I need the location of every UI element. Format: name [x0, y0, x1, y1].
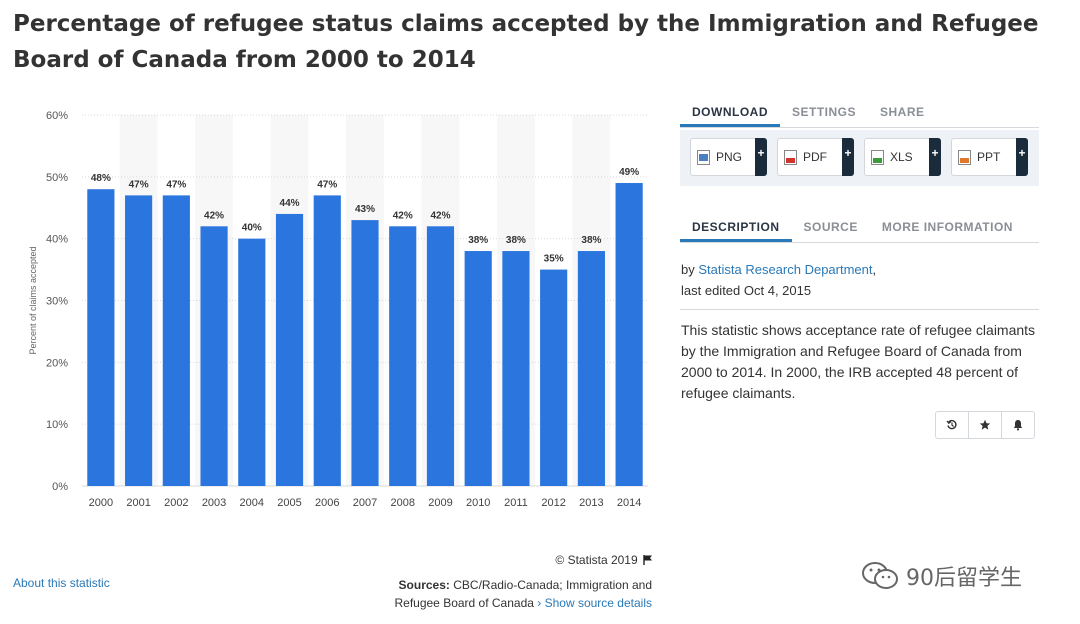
x-tick-label: 2014	[617, 497, 641, 509]
x-tick-label: 2012	[541, 497, 565, 509]
y-tick-label: 30%	[46, 296, 68, 308]
x-tick-label: 2004	[240, 497, 264, 509]
bar[interactable]	[125, 195, 153, 486]
star-icon	[979, 419, 991, 430]
y-tick-label: 50%	[46, 172, 68, 184]
bar[interactable]	[351, 220, 379, 486]
x-tick-label: 2009	[428, 497, 452, 509]
y-tick-label: 60%	[46, 110, 68, 122]
data-label: 47%	[129, 179, 149, 190]
pdf-file-icon	[784, 149, 797, 165]
byline: by Statista Research Department, last ed…	[681, 262, 877, 298]
data-label: 48%	[91, 173, 111, 184]
author-link[interactable]: Statista Research Department	[698, 262, 873, 277]
bar[interactable]	[162, 195, 190, 486]
png-file-icon	[697, 149, 710, 165]
data-label: 44%	[280, 198, 300, 209]
tab-description[interactable]: DESCRIPTION	[680, 216, 792, 242]
x-tick-label: 2013	[579, 497, 603, 509]
x-tick-label: 2002	[164, 497, 188, 509]
x-tick-label: 2003	[202, 497, 226, 509]
bar[interactable]	[87, 189, 115, 486]
history-icon	[946, 419, 957, 430]
xls-file-icon	[871, 149, 884, 165]
x-tick-label: 2007	[353, 497, 377, 509]
download-panel: PNG + PDF + XLS + PPT +	[680, 130, 1039, 186]
data-label: 42%	[393, 210, 413, 221]
bell-icon	[1013, 420, 1023, 431]
tab-share[interactable]: SHARE	[880, 105, 925, 119]
page-title: Percentage of refugee status claims acce…	[13, 11, 1039, 73]
show-source-details-link[interactable]: › Show source details	[537, 596, 652, 610]
data-label: 47%	[166, 179, 186, 190]
download-ppt-button[interactable]: PPT +	[951, 138, 1028, 176]
download-pdf-button[interactable]: PDF +	[777, 138, 854, 176]
history-button[interactable]	[935, 411, 969, 439]
bar[interactable]	[200, 226, 228, 487]
sources: Sources: CBC/Radio-Canada; Immigration a…	[394, 578, 652, 610]
x-tick-label: 2010	[466, 497, 490, 509]
data-label: 42%	[430, 210, 450, 221]
wechat-logo-icon	[862, 562, 898, 589]
tab-settings[interactable]: SETTINGS	[792, 105, 857, 119]
data-label: 40%	[242, 223, 262, 234]
bar[interactable]	[540, 269, 568, 486]
bar[interactable]	[238, 238, 266, 486]
bar[interactable]	[389, 226, 417, 487]
about-statistic-link[interactable]: About this statistic	[13, 576, 110, 590]
bar[interactable]	[577, 251, 605, 486]
bar[interactable]	[426, 226, 455, 487]
tab-download[interactable]: DOWNLOAD	[680, 101, 780, 127]
ppt-plus-icon[interactable]: +	[1016, 138, 1028, 176]
data-label: 38%	[581, 235, 601, 246]
download-png-button[interactable]: PNG +	[690, 138, 767, 176]
favorite-button[interactable]	[968, 411, 1002, 439]
divider	[680, 309, 1039, 310]
ppt-file-icon	[958, 149, 971, 165]
png-plus-icon[interactable]: +	[755, 138, 767, 176]
y-tick-label: 40%	[46, 234, 68, 246]
bar[interactable]	[313, 195, 341, 486]
copyright: © Statista 2019	[480, 553, 653, 567]
data-label: 38%	[506, 235, 526, 246]
bar[interactable]	[464, 251, 492, 486]
action-buttons	[935, 411, 1035, 439]
notification-button[interactable]	[1001, 411, 1035, 439]
tab-source[interactable]: SOURCE	[803, 220, 858, 234]
watermark: 90后留学生	[860, 560, 1022, 592]
y-axis-title: Percent of claims accepted	[28, 246, 38, 354]
description-text: This statistic shows acceptance rate of …	[681, 322, 1036, 401]
bar[interactable]	[615, 183, 643, 486]
data-label: 49%	[619, 167, 639, 178]
data-label: 35%	[544, 254, 564, 265]
data-label: 43%	[355, 204, 375, 215]
x-tick-label: 2005	[277, 497, 301, 509]
data-label: 38%	[468, 235, 488, 246]
y-tick-label: 0%	[52, 481, 68, 493]
xls-plus-icon[interactable]: +	[929, 138, 941, 176]
flag-icon[interactable]	[643, 555, 653, 565]
y-tick-label: 10%	[46, 419, 68, 431]
download-tabs: DOWNLOAD SETTINGS SHARE	[680, 101, 1039, 128]
data-label: 42%	[204, 210, 224, 221]
data-label: 47%	[317, 179, 337, 190]
bar[interactable]	[502, 251, 530, 486]
x-tick-label: 2008	[390, 497, 414, 509]
x-tick-label: 2006	[315, 497, 339, 509]
description-tabs: DESCRIPTION SOURCE MORE INFORMATION	[680, 216, 1039, 243]
download-xls-button[interactable]: XLS +	[864, 138, 941, 176]
pdf-plus-icon[interactable]: +	[842, 138, 854, 176]
x-tick-label: 2001	[126, 497, 150, 509]
x-tick-label: 2011	[504, 497, 528, 509]
bar[interactable]	[275, 213, 304, 486]
bar-chart: 0% 10% 20% 30% 40% 50% 60% Percent of claims ac…	[28, 110, 648, 509]
last-edited: last edited Oct 4, 2015	[681, 283, 812, 298]
y-tick-label: 20%	[46, 357, 68, 369]
x-tick-label: 2000	[89, 497, 113, 509]
tab-more-information[interactable]: MORE INFORMATION	[881, 220, 1013, 234]
